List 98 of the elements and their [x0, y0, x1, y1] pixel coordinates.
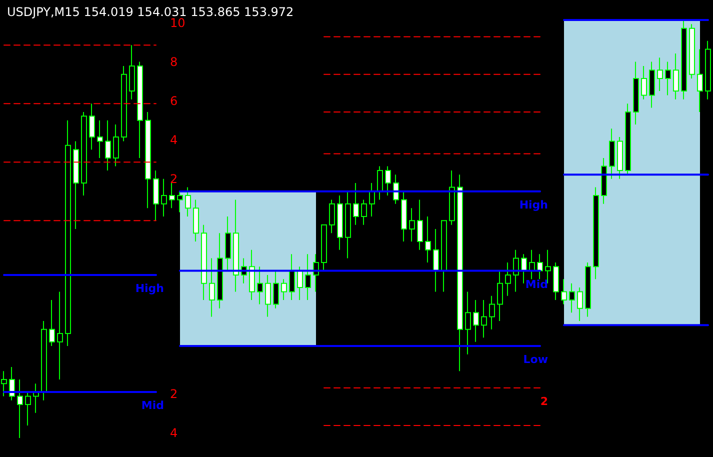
candlestick — [481, 300, 487, 338]
candlestick — [457, 174, 463, 372]
candlestick — [513, 249, 519, 292]
candlestick — [17, 378, 23, 438]
candlestick — [257, 266, 263, 305]
annotation: 10 — [170, 16, 186, 30]
candlestick — [193, 199, 199, 242]
candlestick — [217, 232, 223, 309]
candlestick — [113, 124, 119, 167]
candlestick — [681, 20, 687, 100]
candlestick — [593, 186, 599, 280]
candlestick — [137, 61, 143, 158]
candlestick — [633, 61, 639, 125]
candlestick — [577, 287, 583, 322]
candlestick — [9, 366, 15, 401]
candlestick — [209, 258, 215, 318]
candlestick — [689, 24, 695, 80]
candlestick — [57, 291, 63, 380]
candlestick — [465, 291, 471, 355]
annotation: 4 — [170, 426, 178, 440]
series-label: Mid — [525, 278, 548, 291]
series-label: Mid — [141, 399, 164, 412]
candlestick — [649, 61, 655, 108]
candlestick — [537, 254, 543, 280]
candlestick — [329, 199, 335, 234]
candlestick — [65, 120, 71, 347]
candlestick — [281, 278, 287, 301]
candlestick — [441, 220, 447, 292]
candlestick — [153, 170, 159, 222]
candlestick — [449, 170, 455, 226]
annotation: 6 — [170, 94, 178, 108]
candlestick — [161, 178, 167, 217]
candlestick — [273, 270, 279, 309]
candlestick — [129, 44, 135, 100]
candlestick — [553, 262, 559, 301]
candlestick — [473, 300, 479, 342]
candlestick — [345, 190, 351, 259]
candlestick — [265, 274, 271, 318]
candlestick — [337, 195, 343, 250]
candlestick — [289, 254, 295, 301]
candlestick — [233, 199, 239, 292]
candlestick — [385, 166, 391, 196]
candlestick — [625, 103, 631, 176]
candlestick — [145, 111, 151, 209]
candlestick — [497, 270, 503, 322]
candlestick — [73, 140, 79, 230]
chart-title: USDJPY,M15 154.019 154.031 153.865 153.972 — [7, 5, 294, 19]
candlestick — [249, 249, 255, 301]
candlestick — [585, 262, 591, 318]
candlestick — [401, 190, 407, 242]
candlestick — [97, 120, 103, 158]
candlestick — [433, 228, 439, 292]
annotation: 2 — [170, 172, 178, 186]
candlestick — [121, 65, 127, 142]
series-label: High — [135, 282, 164, 295]
candlestick — [49, 300, 55, 347]
candlestick — [425, 216, 431, 263]
candlestick — [297, 266, 303, 301]
candlestick — [25, 392, 31, 426]
candlestick — [353, 182, 359, 226]
series-label: Low — [523, 353, 548, 366]
candlestick — [321, 224, 327, 272]
candlestick — [409, 208, 415, 242]
candlestick — [89, 103, 95, 150]
candlestick — [705, 40, 711, 100]
candlestick — [665, 61, 671, 96]
candlestick — [697, 48, 703, 112]
candlestick — [225, 216, 231, 272]
candlestick — [185, 186, 191, 217]
candlestick — [169, 182, 175, 209]
candlestick — [601, 157, 607, 204]
candlestick — [641, 65, 647, 100]
candlestick — [569, 282, 575, 314]
candlestick — [377, 166, 383, 200]
candlestick — [41, 320, 47, 401]
candlestick — [1, 370, 7, 397]
candlestick — [361, 199, 367, 226]
candlestick — [369, 182, 375, 217]
candlestick — [521, 254, 527, 284]
candlestick — [177, 190, 183, 213]
candlestick — [489, 295, 495, 330]
series-label: High — [519, 198, 548, 212]
candlestick — [305, 254, 311, 301]
candlestick — [673, 52, 679, 100]
candlestick — [81, 111, 87, 196]
series-label: 2 — [540, 394, 548, 408]
candlestick — [417, 199, 423, 250]
candlestick — [505, 262, 511, 296]
annotation: 4 — [170, 133, 178, 147]
candlestick — [561, 278, 567, 305]
candlestick — [105, 120, 111, 171]
candlestick — [617, 136, 623, 180]
candlestick — [529, 249, 535, 280]
annotation: 2 — [170, 387, 178, 401]
annotation: 8 — [170, 55, 178, 69]
candlestick — [609, 128, 615, 180]
candlestick — [201, 224, 207, 301]
candlestick — [657, 57, 663, 92]
